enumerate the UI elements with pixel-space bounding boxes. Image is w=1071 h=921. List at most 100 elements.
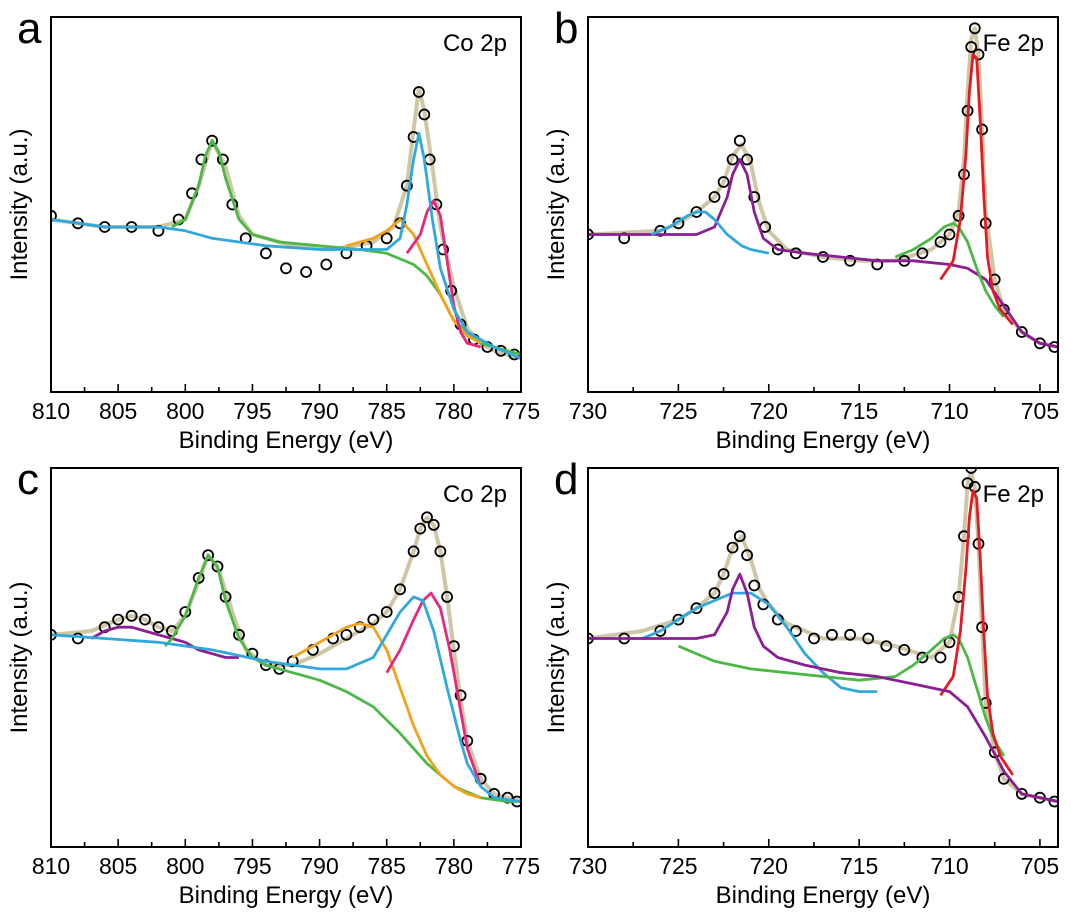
data-point <box>418 108 431 121</box>
x-axis-title: Binding Energy (eV) <box>716 882 931 909</box>
data-point <box>112 613 124 626</box>
data-point <box>414 522 427 535</box>
data-point <box>717 568 730 580</box>
curve-layer <box>52 511 520 808</box>
data-point <box>672 613 685 626</box>
panel-d: 730 725 720 715 710 705 Binding Energy (eV) Int… <box>543 455 1059 909</box>
x-tick-label: 785 <box>368 398 406 424</box>
x-tick-label: 790 <box>300 398 338 424</box>
data-point <box>690 602 703 615</box>
data-point <box>898 644 911 656</box>
x-tick-label: 730 <box>569 398 607 424</box>
x-tick-label: 805 <box>99 398 137 424</box>
curve-layer <box>52 86 520 361</box>
x-tick-label: 705 <box>1021 398 1059 424</box>
x-tick-label: 715 <box>840 398 878 424</box>
panel-c: 810 805 800 795 790 785 780 775 Binding Energy (… <box>6 455 540 909</box>
data-point <box>844 254 856 267</box>
x-axis-title: Binding Energy (eV) <box>179 427 394 454</box>
component-fit-line <box>52 595 520 803</box>
data-point <box>741 549 753 562</box>
component-fit-line <box>641 591 878 693</box>
data-point <box>733 134 746 147</box>
x-tick-label: 730 <box>569 853 607 879</box>
x-tick-label: 790 <box>300 853 338 879</box>
data-point <box>1048 341 1057 353</box>
envelope-fit-line <box>52 86 520 361</box>
data-point <box>726 153 739 166</box>
data-point <box>741 153 753 166</box>
panel-title: Co 2p <box>443 481 507 508</box>
data-point <box>934 236 947 248</box>
envelope-fit-line <box>589 469 1057 804</box>
data-point <box>965 41 978 53</box>
x-tick-label: 800 <box>166 398 204 424</box>
panel-label: b <box>554 4 578 53</box>
data-point <box>654 625 667 637</box>
data-point <box>394 583 407 596</box>
data-point <box>139 613 151 626</box>
x-tick-label: 795 <box>233 398 271 424</box>
data-point <box>916 651 929 664</box>
x-tick-label: 705 <box>1021 853 1059 879</box>
data-point <box>400 179 413 192</box>
data-point <box>434 545 447 558</box>
y-axis-title: Intensity (a.u.) <box>543 581 570 733</box>
data-point <box>407 545 420 558</box>
panel-title: Co 2p <box>443 30 507 57</box>
panel-label: a <box>17 4 42 53</box>
data-point <box>862 632 875 645</box>
data-point <box>125 609 138 622</box>
x-axis-title: Binding Energy (eV) <box>716 427 931 454</box>
panel-b: 730 725 720 715 710 705 Binding Energy (eV) Int… <box>543 4 1059 454</box>
y-axis-title: Intensity (a.u.) <box>6 128 33 280</box>
component-fit-line <box>171 139 520 356</box>
data-point <box>192 572 205 584</box>
data-point <box>412 86 425 98</box>
panel-title: Fe 2p <box>983 30 1044 57</box>
data-point <box>748 579 761 592</box>
x-tick-label: 810 <box>32 398 70 424</box>
y-axis-title: Intensity (a.u.) <box>6 581 33 733</box>
data-point <box>844 628 856 641</box>
component-fit-line <box>90 625 239 659</box>
data-point <box>808 632 820 645</box>
plot-frame <box>587 16 1059 393</box>
panel-label: c <box>17 455 39 504</box>
data-point <box>202 549 215 562</box>
data-point <box>454 689 467 702</box>
y-axis-title: Intensity (a.u.) <box>543 128 570 280</box>
x-tick-label: 780 <box>435 853 473 879</box>
data-point <box>943 228 956 241</box>
component-fit-line <box>589 572 1057 803</box>
data-point <box>195 153 208 166</box>
x-tick-label: 800 <box>166 853 204 879</box>
panel-a: 810 805 800 795 790 785 780 775 Binding Energy (… <box>6 4 540 454</box>
component-fit-line <box>939 53 1014 326</box>
data-point <box>708 587 721 599</box>
data-point <box>717 176 730 188</box>
data-point <box>280 262 292 275</box>
x-tick-label: 785 <box>368 853 406 879</box>
x-tick-label: 715 <box>840 853 878 879</box>
data-point <box>380 606 393 618</box>
data-point <box>259 247 272 260</box>
data-point <box>380 232 393 245</box>
data-point <box>916 247 929 260</box>
data-point <box>968 22 981 35</box>
data-point <box>934 651 947 664</box>
component-fit-line <box>939 489 1014 776</box>
x-tick-label: 795 <box>233 853 271 879</box>
x-tick-label: 725 <box>659 853 697 879</box>
data-point <box>733 530 746 543</box>
x-tick-label: 725 <box>659 398 697 424</box>
component-fit-line <box>52 131 520 360</box>
data-point <box>152 621 165 634</box>
data-point <box>1015 326 1028 338</box>
data-point <box>952 209 965 222</box>
data-point <box>52 209 57 222</box>
data-point <box>708 191 721 203</box>
data-point <box>441 591 454 603</box>
data-point <box>367 613 380 626</box>
